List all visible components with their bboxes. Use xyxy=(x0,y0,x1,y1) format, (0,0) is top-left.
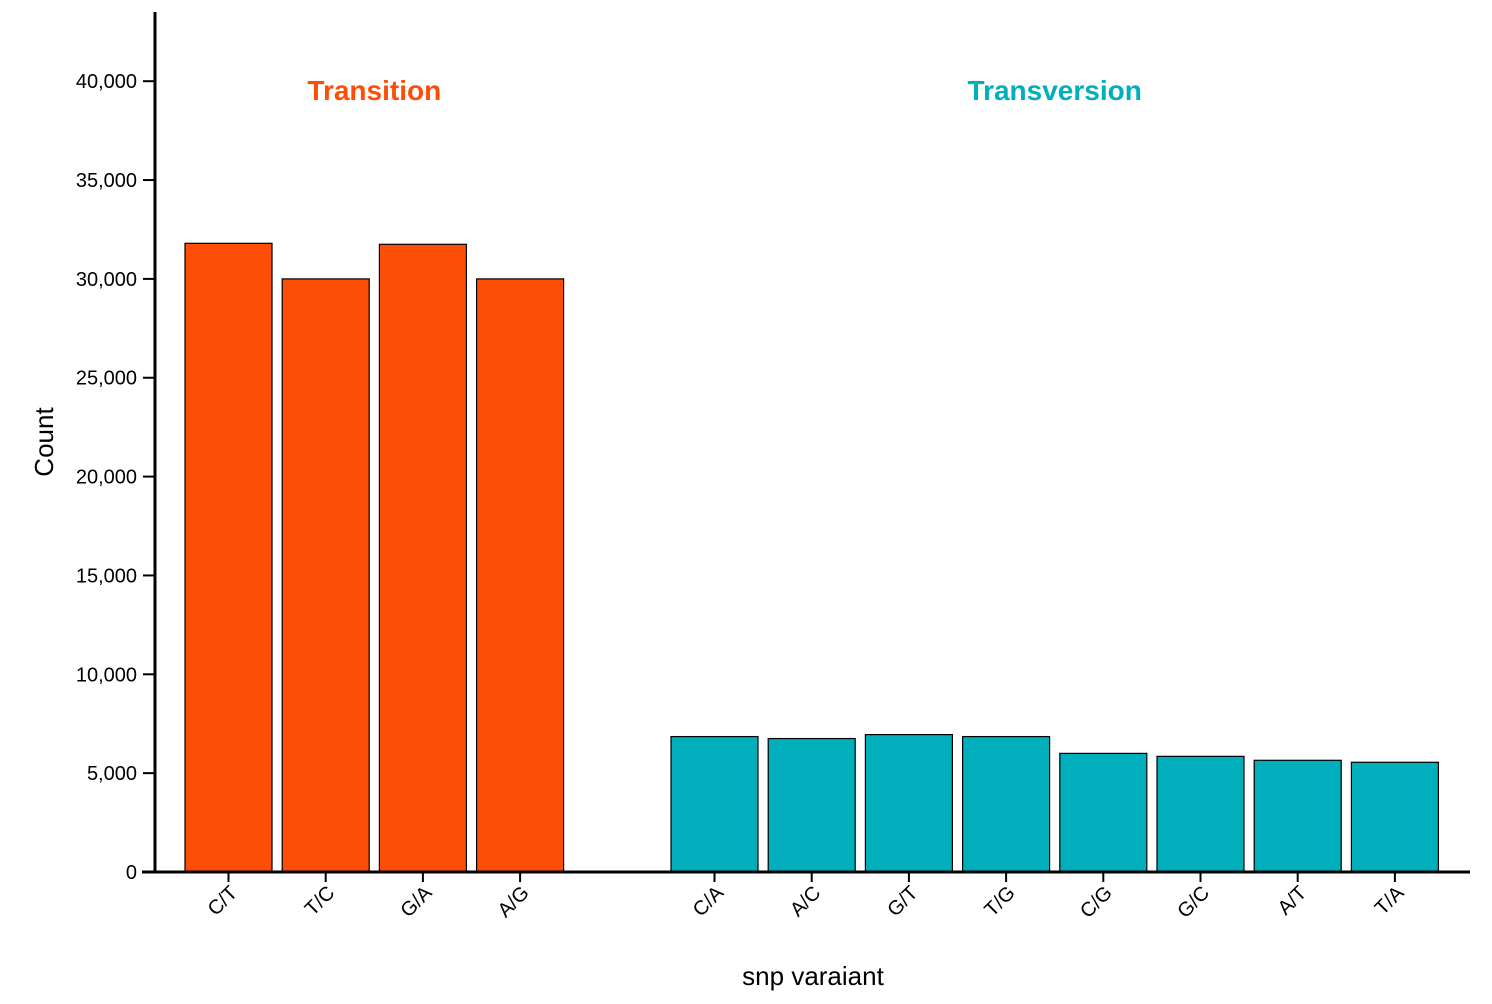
y-tick-label: 40,000 xyxy=(76,71,137,93)
y-tick-label: 0 xyxy=(126,862,137,884)
y-tick-label: 30,000 xyxy=(76,269,137,291)
bar-a-g xyxy=(476,278,565,873)
x-tick-label: G/A xyxy=(397,882,437,922)
x-tick-label: G/T xyxy=(883,882,922,921)
x-tick-label: C/G xyxy=(1076,882,1117,923)
y-tick-label: 35,000 xyxy=(76,170,137,192)
group-title-transversion: Transversion xyxy=(968,75,1142,106)
bar-g-a xyxy=(378,243,467,873)
x-tick-label: C/A xyxy=(689,882,729,922)
x-tick-label: A/C xyxy=(786,882,825,921)
x-tick-label: C/T xyxy=(204,882,242,920)
bar-t-a xyxy=(1350,761,1440,873)
x-tick-label: T/C xyxy=(301,882,339,920)
bar-t-g xyxy=(961,735,1051,873)
y-tick-label: 10,000 xyxy=(76,664,137,686)
bar-g-t xyxy=(864,733,954,873)
x-tick-label: A/G xyxy=(494,882,534,922)
y-ticks: 0 5,000 10,000 15,000 20,000 25,000 30,000 35,0… xyxy=(76,71,155,884)
bar-g-c xyxy=(1156,755,1245,873)
bar-t-c xyxy=(281,278,370,873)
bar-a-t xyxy=(1253,759,1342,873)
x-tick-label: G/C xyxy=(1173,882,1214,923)
bar-c-a xyxy=(670,735,759,873)
group-titles: Transition Transversion xyxy=(307,75,1141,106)
x-tick-label: T/A xyxy=(1371,882,1409,920)
bar-c-g xyxy=(1059,752,1148,873)
y-axis-title: Count xyxy=(29,407,59,477)
x-tick-label: T/G xyxy=(981,882,1020,921)
y-tick-label: 15,000 xyxy=(76,565,137,587)
bar-a-c xyxy=(767,737,856,873)
y-tick-label: 5,000 xyxy=(87,763,137,785)
x-axis-title: snp varaiant xyxy=(742,961,884,991)
bar-c-t xyxy=(184,242,273,873)
y-tick-label: 25,000 xyxy=(76,368,137,390)
bars xyxy=(184,242,1440,873)
group-title-transition: Transition xyxy=(307,75,441,106)
x-tick-labels: C/T T/C G/A A/G C/A A/C G/T T/G C/G G/C A/T T/A xyxy=(204,872,1409,923)
x-tick-label: A/T xyxy=(1274,882,1312,920)
axes xyxy=(142,12,1470,874)
y-tick-label: 20,000 xyxy=(76,467,137,489)
